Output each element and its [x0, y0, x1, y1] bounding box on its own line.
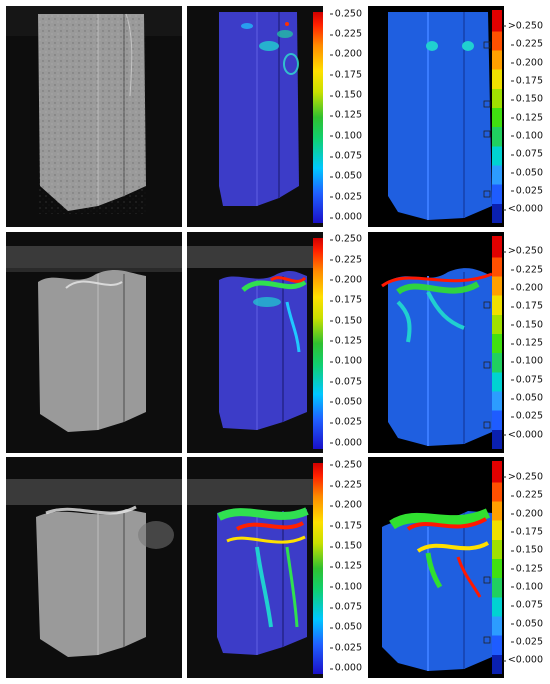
tick-label: 0.100 — [329, 581, 362, 593]
fem-row3: >0.250 0.225 0.200 0.175 0.150 0.125 0.1… — [368, 457, 544, 678]
photo-row1 — [6, 6, 182, 227]
tick-label: 0.025 — [329, 191, 362, 203]
tick-label: 0.100 — [510, 355, 543, 367]
tick-label: 0.000 — [329, 662, 362, 674]
tick-label: 0.225 — [510, 264, 543, 276]
tick-label: 0.075 — [329, 376, 362, 388]
fem-tick-labels: >0.250 0.225 0.200 0.175 0.150 0.125 0.1… — [502, 457, 544, 678]
tick-label: 0.200 — [329, 274, 362, 286]
tick-label: 0.025 — [510, 185, 543, 197]
tick-label: 0.125 — [329, 335, 362, 347]
figure-grid: 0.250 0.225 0.200 0.175 0.150 0.125 0.10… — [6, 6, 544, 678]
tick-label: 0.225 — [510, 38, 543, 50]
tick-label: 0.150 — [510, 93, 543, 105]
tick-label: >0.250 — [502, 245, 543, 257]
tick-label: 0.200 — [329, 499, 362, 511]
tick-label: 0.250 — [329, 233, 362, 245]
tick-label: 0.100 — [329, 130, 362, 142]
tick-label: 0.125 — [329, 560, 362, 572]
tick-label: <0.000 — [502, 203, 543, 215]
tick-label: 0.250 — [329, 8, 362, 20]
photo-row3 — [6, 457, 182, 678]
tick-label: >0.250 — [502, 20, 543, 32]
tick-label: 0.075 — [510, 599, 543, 611]
tick-label: 0.150 — [329, 540, 362, 552]
tick-label: 0.200 — [510, 508, 543, 520]
tick-label: 0.175 — [329, 294, 362, 306]
tick-label: 0.225 — [329, 479, 362, 491]
tick-label: 0.075 — [329, 150, 362, 162]
tick-label: 0.125 — [510, 563, 543, 575]
dic-colorbar — [313, 237, 323, 449]
tick-label: 0.125 — [510, 112, 543, 124]
tick-label: 0.075 — [510, 148, 543, 160]
tick-label: 0.125 — [510, 337, 543, 349]
tick-label: 0.175 — [510, 526, 543, 538]
tick-label: 0.200 — [510, 57, 543, 69]
tick-label: 0.125 — [329, 109, 362, 121]
tick-label: <0.000 — [502, 654, 543, 666]
fem-colorbar — [492, 235, 502, 449]
fem-row2: >0.250 0.225 0.200 0.175 0.150 0.125 0.1… — [368, 231, 544, 453]
tick-label: 0.050 — [510, 618, 543, 630]
tick-label: 0.200 — [329, 48, 362, 60]
tick-label: 0.175 — [510, 300, 543, 312]
tick-label: 0.150 — [329, 315, 362, 327]
photo-row2 — [6, 231, 182, 453]
dic-row2: 0.250 0.225 0.200 0.175 0.150 0.125 0.10… — [187, 231, 363, 453]
tick-label: 0.025 — [510, 636, 543, 648]
tick-label: 0.050 — [510, 167, 543, 179]
dic-row3: 0.250 0.225 0.200 0.175 0.150 0.125 0.10… — [187, 457, 363, 678]
dic-colorbar — [313, 463, 323, 674]
tick-label: 0.150 — [329, 89, 362, 101]
tick-label: <0.000 — [502, 429, 543, 441]
tick-label: 0.100 — [510, 581, 543, 593]
tick-label: 0.100 — [329, 355, 362, 367]
fem-row1: >0.250 0.225 0.200 0.175 0.150 0.125 0.1… — [368, 6, 544, 227]
fem-colorbar — [492, 461, 502, 674]
tick-label: 0.050 — [329, 621, 362, 633]
dic-tick-labels: 0.250 0.225 0.200 0.175 0.150 0.125 0.10… — [323, 457, 363, 678]
tick-label: 0.050 — [329, 170, 362, 182]
tick-label: 0.075 — [329, 601, 362, 613]
tick-label: 0.175 — [329, 520, 362, 532]
tick-label: 0.050 — [329, 396, 362, 408]
fem-colorbar — [492, 10, 502, 223]
tick-label: 0.025 — [329, 642, 362, 654]
dic-colorbar — [313, 12, 323, 223]
fem-tick-labels: >0.250 0.225 0.200 0.175 0.150 0.125 0.1… — [502, 6, 544, 227]
tick-label: 0.025 — [329, 416, 362, 428]
tick-label: 0.025 — [510, 410, 543, 422]
tick-label: 0.250 — [329, 459, 362, 471]
tick-label: 0.100 — [510, 130, 543, 142]
tick-label: 0.150 — [510, 544, 543, 556]
dic-row1: 0.250 0.225 0.200 0.175 0.150 0.125 0.10… — [187, 6, 363, 227]
fem-tick-labels: >0.250 0.225 0.200 0.175 0.150 0.125 0.1… — [502, 231, 544, 453]
tick-label: 0.150 — [510, 319, 543, 331]
tick-label: 0.050 — [510, 392, 543, 404]
tick-label: 0.175 — [329, 69, 362, 81]
tick-label: 0.000 — [329, 437, 362, 449]
tick-label: 0.225 — [510, 489, 543, 501]
tick-label: 0.175 — [510, 75, 543, 87]
tick-label: >0.250 — [502, 471, 543, 483]
tick-label: 0.075 — [510, 374, 543, 386]
tick-label: 0.225 — [329, 28, 362, 40]
dic-tick-labels: 0.250 0.225 0.200 0.175 0.150 0.125 0.10… — [323, 6, 363, 227]
tick-label: 0.200 — [510, 282, 543, 294]
tick-label: 0.225 — [329, 254, 362, 266]
dic-tick-labels: 0.250 0.225 0.200 0.175 0.150 0.125 0.10… — [323, 231, 363, 453]
tick-label: 0.000 — [329, 211, 362, 223]
